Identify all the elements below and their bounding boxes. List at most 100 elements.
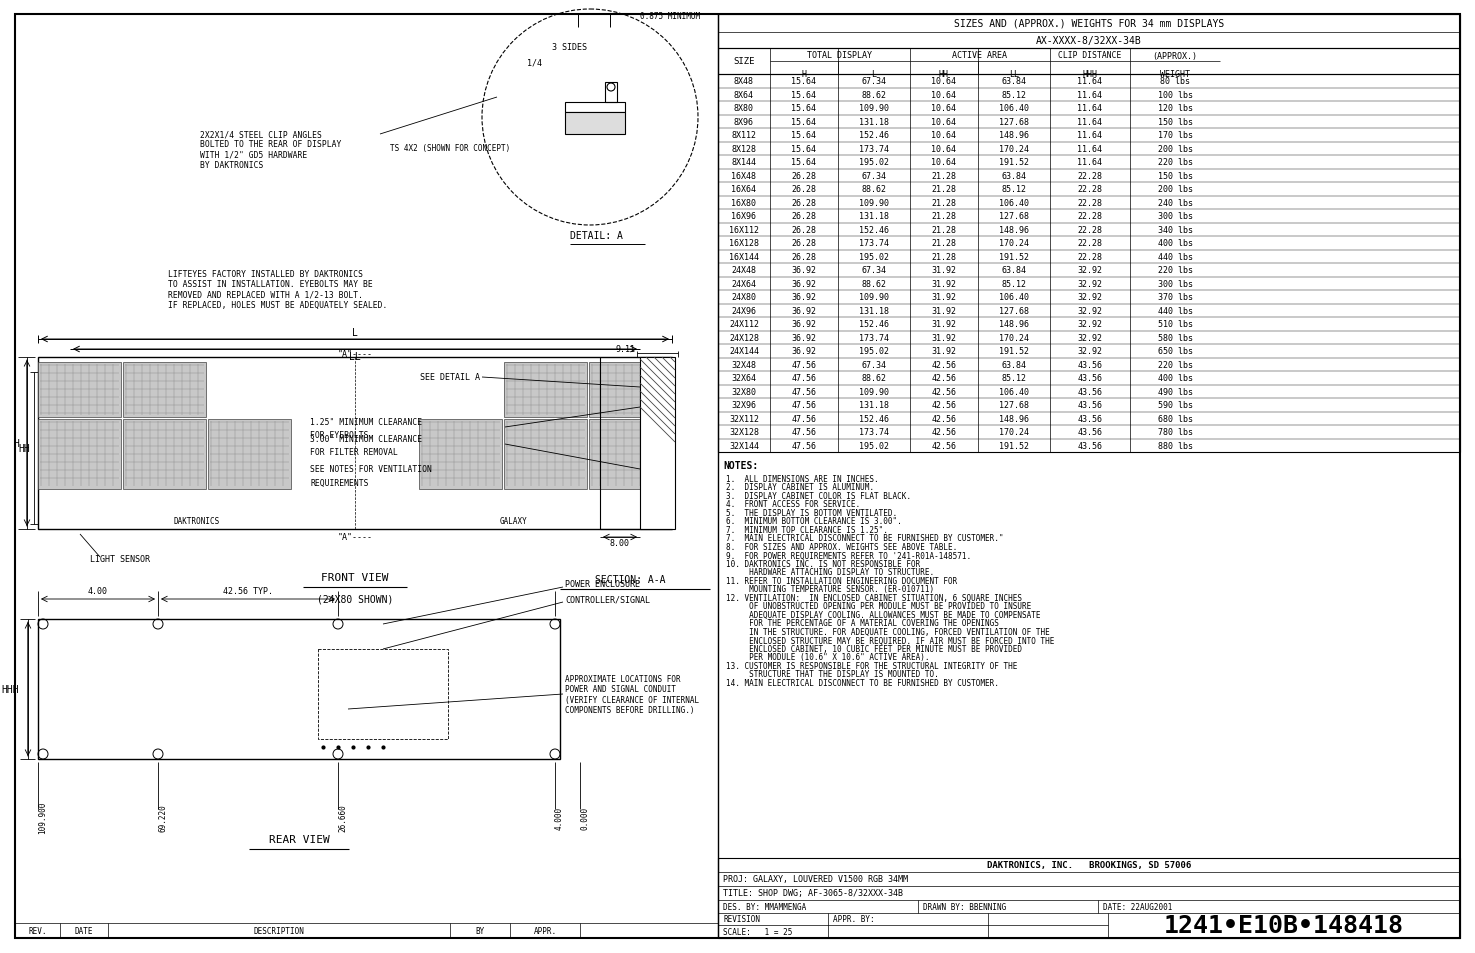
Text: 1241•E10B•148418: 1241•E10B•148418 (1164, 914, 1404, 938)
Bar (504, 363, 587, 417)
Text: 31.92: 31.92 (932, 334, 956, 342)
Text: 127.68: 127.68 (999, 307, 1030, 315)
Text: 148.96: 148.96 (999, 320, 1030, 329)
Text: 85.12: 85.12 (1002, 374, 1027, 383)
Text: 24X128: 24X128 (729, 334, 760, 342)
Text: 42.56: 42.56 (932, 360, 956, 370)
Text: DETAIL: A: DETAIL: A (569, 231, 622, 241)
Text: 580 lbs: 580 lbs (1158, 334, 1192, 342)
Text: BY: BY (475, 926, 485, 935)
Text: 42.56: 42.56 (932, 401, 956, 410)
Text: SCALE:   1 = 25: SCALE: 1 = 25 (723, 927, 792, 937)
Text: 8X80: 8X80 (735, 104, 754, 113)
Text: 47.56: 47.56 (792, 360, 817, 370)
Bar (605, 83, 617, 103)
Text: 191.52: 191.52 (999, 441, 1030, 450)
Text: 22.28: 22.28 (1078, 212, 1102, 221)
Text: 0.000: 0.000 (580, 805, 589, 829)
Text: 43.56: 43.56 (1078, 374, 1102, 383)
Text: 300 lbs: 300 lbs (1158, 212, 1192, 221)
Text: 47.56: 47.56 (792, 387, 817, 396)
Text: 370 lbs: 370 lbs (1158, 293, 1192, 302)
Text: CLIP DISTANCE: CLIP DISTANCE (1059, 51, 1121, 60)
Text: 15.64: 15.64 (792, 104, 817, 113)
Text: 11.64: 11.64 (1078, 132, 1102, 140)
Text: 22.28: 22.28 (1078, 172, 1102, 180)
Text: APPROXIMATE LOCATIONS FOR
POWER AND SIGNAL CONDUIT
(VERIFY CLEARANCE OF INTERNAL: APPROXIMATE LOCATIONS FOR POWER AND SIGN… (565, 675, 699, 715)
Text: 32X144: 32X144 (729, 441, 760, 450)
Text: DRAWN BY: BBENNING: DRAWN BY: BBENNING (923, 902, 1006, 911)
Text: ACTIVE AREA: ACTIVE AREA (953, 51, 1007, 60)
Bar (718, 15, 1460, 49)
Text: 21.28: 21.28 (932, 198, 956, 208)
Text: 32X112: 32X112 (729, 415, 760, 423)
Text: 32.92: 32.92 (1078, 279, 1102, 289)
Text: 36.92: 36.92 (792, 347, 817, 355)
Text: (24X80 SHOWN): (24X80 SHOWN) (317, 595, 394, 604)
Text: 152.46: 152.46 (858, 226, 889, 234)
Text: 6.  MINIMUM BOTTOM CLEARANCE IS 3.00".: 6. MINIMUM BOTTOM CLEARANCE IS 3.00". (726, 517, 901, 526)
Text: 31.92: 31.92 (932, 307, 956, 315)
Text: 340 lbs: 340 lbs (1158, 226, 1192, 234)
Text: 16X144: 16X144 (729, 253, 760, 261)
Text: 3 SIDES: 3 SIDES (553, 44, 587, 52)
Text: IN THE STRUCTURE. FOR ADEQUATE COOLING, FORCED VENTILATION OF THE: IN THE STRUCTURE. FOR ADEQUATE COOLING, … (726, 627, 1050, 637)
Text: 170.24: 170.24 (999, 428, 1030, 436)
Text: 31.92: 31.92 (932, 293, 956, 302)
Text: "A"----: "A"---- (338, 350, 373, 359)
Text: 21.28: 21.28 (932, 185, 956, 194)
Text: 32.92: 32.92 (1078, 320, 1102, 329)
Text: FOR EYEBOLTS.: FOR EYEBOLTS. (310, 431, 373, 440)
Text: 67.34: 67.34 (861, 266, 886, 275)
Text: 3.00" MINIMUM CLEARANCE: 3.00" MINIMUM CLEARANCE (310, 435, 422, 444)
Text: 8X64: 8X64 (735, 91, 754, 100)
Text: 109.900: 109.900 (38, 801, 47, 833)
Text: 14. MAIN ELECTRICAL DISCONNECT TO BE FURNISHED BY CUSTOMER.: 14. MAIN ELECTRICAL DISCONNECT TO BE FUR… (726, 679, 999, 687)
Text: 69.220: 69.220 (158, 803, 167, 831)
Text: HHH: HHH (1083, 70, 1097, 79)
Text: LL: LL (350, 352, 361, 361)
Text: SECTION: A-A: SECTION: A-A (594, 575, 665, 584)
Bar (122, 363, 207, 417)
Text: 152.46: 152.46 (858, 320, 889, 329)
Text: 9.  FOR POWER REQUIREMENTS REFER TO '241-R01A-148571.: 9. FOR POWER REQUIREMENTS REFER TO '241-… (726, 551, 971, 560)
Text: 43.56: 43.56 (1078, 441, 1102, 450)
Bar (718, 858, 1460, 938)
Text: 36.92: 36.92 (792, 320, 817, 329)
Text: 191.52: 191.52 (999, 158, 1030, 167)
Text: 16X128: 16X128 (729, 239, 760, 248)
Text: H: H (13, 438, 19, 449)
Text: 24X64: 24X64 (732, 279, 757, 289)
Text: 21.28: 21.28 (932, 239, 956, 248)
Text: 26.28: 26.28 (792, 212, 817, 221)
Text: 36.92: 36.92 (792, 266, 817, 275)
Text: 2X2X1/4 STEEL CLIP ANGLES
BOLTED TO THE REAR OF DISPLAY
WITH 1/2" GD5 HARDWARE
B: 2X2X1/4 STEEL CLIP ANGLES BOLTED TO THE … (201, 130, 341, 170)
Text: 195.02: 195.02 (858, 347, 889, 355)
Text: ENCLOSED STRUCTURE MAY BE REQUIRED. IF AIR MUST BE FORCED INTO THE: ENCLOSED STRUCTURE MAY BE REQUIRED. IF A… (726, 636, 1055, 645)
Text: 10.64: 10.64 (932, 91, 956, 100)
Text: 195.02: 195.02 (858, 253, 889, 261)
Text: SEE DETAIL A: SEE DETAIL A (420, 374, 479, 382)
Text: 173.74: 173.74 (858, 334, 889, 342)
Text: APPR. BY:: APPR. BY: (833, 915, 875, 923)
Text: 85.12: 85.12 (1002, 91, 1027, 100)
Text: 22.28: 22.28 (1078, 198, 1102, 208)
Text: HH: HH (940, 70, 948, 79)
Text: FOR FILTER REMOVAL: FOR FILTER REMOVAL (310, 448, 398, 457)
Text: "A"----: "A"---- (338, 533, 373, 542)
Text: DES. BY: MMAMMENGA: DES. BY: MMAMMENGA (723, 902, 807, 911)
Text: 127.68: 127.68 (999, 212, 1030, 221)
Text: POWER ENCLOSURE: POWER ENCLOSURE (565, 579, 640, 589)
Text: 22.28: 22.28 (1078, 185, 1102, 194)
Text: 148.96: 148.96 (999, 226, 1030, 234)
Bar (38, 419, 121, 490)
Text: 47.56: 47.56 (792, 374, 817, 383)
Text: 47.56: 47.56 (792, 441, 817, 450)
Text: 400 lbs: 400 lbs (1158, 239, 1192, 248)
Text: 32X64: 32X64 (732, 374, 757, 383)
Text: 152.46: 152.46 (858, 132, 889, 140)
Text: 43.56: 43.56 (1078, 387, 1102, 396)
Text: 63.84: 63.84 (1002, 266, 1027, 275)
Text: 43.56: 43.56 (1078, 428, 1102, 436)
Text: 88.62: 88.62 (861, 185, 886, 194)
